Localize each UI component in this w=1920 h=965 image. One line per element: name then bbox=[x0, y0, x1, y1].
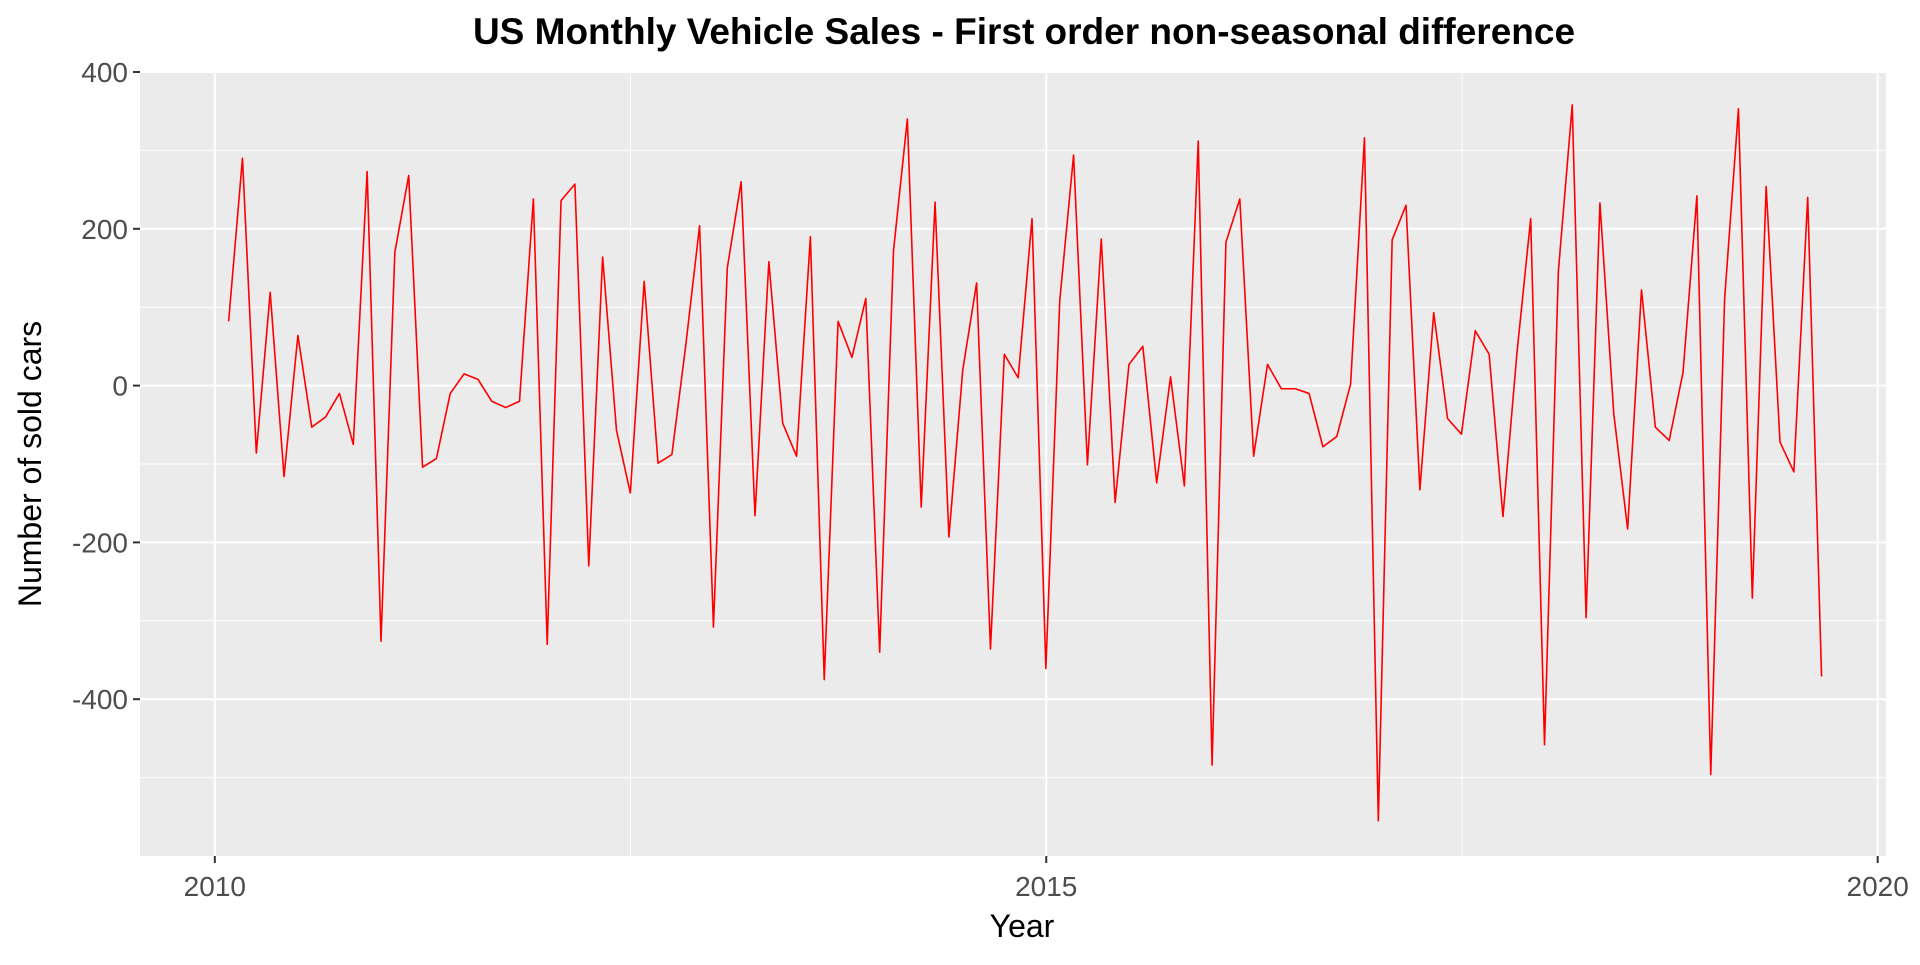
y-tick-label: -400 bbox=[72, 684, 128, 715]
series-line bbox=[227, 104, 1823, 822]
y-tick-label: 0 bbox=[112, 371, 128, 402]
x-tick-label: 2010 bbox=[184, 871, 246, 902]
series-layer bbox=[227, 104, 1823, 822]
chart-title: US Monthly Vehicle Sales - First order n… bbox=[473, 11, 1575, 52]
y-tick-label: 200 bbox=[81, 214, 128, 245]
y-axis-title: Number of sold cars bbox=[12, 321, 48, 607]
x-tick-label: 2020 bbox=[1847, 871, 1909, 902]
axes: 400 200 0 -200 -400 2010 2015 2020 bbox=[72, 57, 1909, 902]
grid bbox=[140, 71, 1886, 856]
x-tick-label: 2015 bbox=[1015, 871, 1077, 902]
y-tick-label: 400 bbox=[81, 57, 128, 88]
y-tick-label: -200 bbox=[72, 527, 128, 558]
x-axis-title: Year bbox=[990, 908, 1055, 944]
